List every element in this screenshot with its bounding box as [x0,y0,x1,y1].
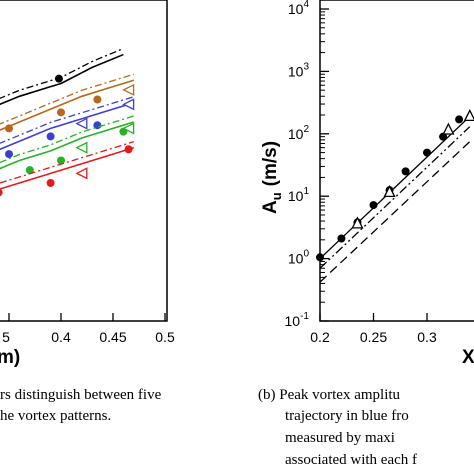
right-y-tick-label: 101 [288,186,310,204]
left-x-tick-label: 0.4 [51,329,71,345]
right-triangle-marker [463,108,474,122]
tick-exponent: 2 [303,124,309,135]
left-dot-marker [93,95,102,104]
right-y-axis-label: Au (m/s) [260,141,284,214]
left-series-line [0,79,135,131]
left-series-line [0,101,135,151]
right-series-line-dashed [319,141,471,283]
left-x-tick-label: 0.45 [99,329,126,345]
left-x-tick-label: 0.5 [155,329,175,345]
right-triangle-marker [351,216,364,229]
left-dot-marker [124,145,133,154]
tick-exponent: -1 [300,311,309,322]
left-triangle-marker [122,98,135,111]
right-plot-frame [319,0,474,322]
left-dot-marker [5,150,13,159]
left-series [0,47,135,197]
tick-exponent: 3 [303,61,309,72]
caption-right-line-1: (b) Peak vortex amplitu [258,387,401,403]
left-x-ticks: 5 0.4 0.45 0.5 [2,313,175,345]
tick-base: 10 [288,126,304,142]
left-series-dashdot [0,73,134,125]
right-dot-marker [401,167,410,176]
tick-base: 10 [285,313,301,329]
right-y-tick-label: 103 [288,61,310,79]
right-x-ticks: 0.20.250.30.3 [310,313,437,345]
left-x-tick-label: 5 [2,329,10,345]
left-dot-marker [57,108,65,117]
right-series [316,108,474,283]
left-dot-marker [5,124,13,133]
left-dot-marker [0,188,3,197]
caption-left: rs distinguish between five he vortex pa… [0,387,162,424]
left-series-group [0,141,135,197]
left-dot-marker [25,166,34,175]
left-series-dashdot [0,47,124,99]
left-triangle-marker [75,117,88,130]
right-dot-marker [455,115,464,124]
y-label-units: (m/s) [260,141,281,186]
right-dot-marker [369,201,378,210]
right-dot-marker [423,148,431,157]
left-series-group [0,73,135,133]
tick-base: 10 [288,251,304,267]
right-y-tick-label: 102 [288,124,310,142]
tick-base: 10 [288,1,304,17]
left-series-line [0,146,135,190]
left-dot-marker [57,156,65,165]
left-dot-marker [46,178,55,187]
right-y-tick-label: 10-1 [285,311,310,329]
tick-exponent: 4 [303,0,309,10]
right-series-line-dashdot [319,126,471,269]
left-series-line [0,53,124,106]
left-series-line [0,121,135,170]
y-label-main: A [260,200,281,214]
left-series-group [0,47,124,106]
caption-right-line-3: measured by maxi [285,430,395,446]
left-triangle-marker [122,83,135,96]
right-dot-marker [316,253,324,262]
right-x-axis-label: X [462,347,474,368]
caption-left-line-2: he vortex patterns. [0,408,111,424]
caption-right-line-4: associated with each f [285,452,417,468]
right-x-tick-label: 0.25 [360,329,387,345]
caption-right-line-2: trajectory in blue fro [285,408,409,424]
left-triangle-marker [122,122,135,135]
right-dot-marker [337,234,346,243]
left-x-axis-label: m) [0,347,20,368]
left-triangle-marker [75,141,88,154]
y-label-sub: u [269,192,284,200]
right-y-tick-label: 104 [288,0,310,17]
left-series-group [0,115,135,175]
left-plot-frame [0,0,168,322]
tick-exponent: 1 [303,186,309,197]
right-triangle-marker [442,122,455,135]
left-series-group [0,96,135,159]
left-series-dashdot [0,96,134,144]
left-dot-marker [46,132,55,141]
caption-left-line-1: rs distinguish between five [0,387,162,403]
right-y-tick-label: 100 [288,249,310,267]
left-series-dashdot [0,115,134,164]
tick-base: 10 [288,188,304,204]
tick-exponent: 0 [303,249,309,260]
right-x-tick-label: 0.2 [310,329,330,345]
left-triangle-marker [75,167,88,180]
left-panel: 5 0.4 0.45 0.5 m) [0,0,175,368]
tick-base: 10 [288,63,304,79]
right-triangle-marker [383,184,396,198]
left-dot-marker [54,74,63,83]
caption-right: (b) Peak vortex amplitu trajectory in bl… [258,387,417,468]
right-x-tick-label: 0.3 [417,329,437,345]
